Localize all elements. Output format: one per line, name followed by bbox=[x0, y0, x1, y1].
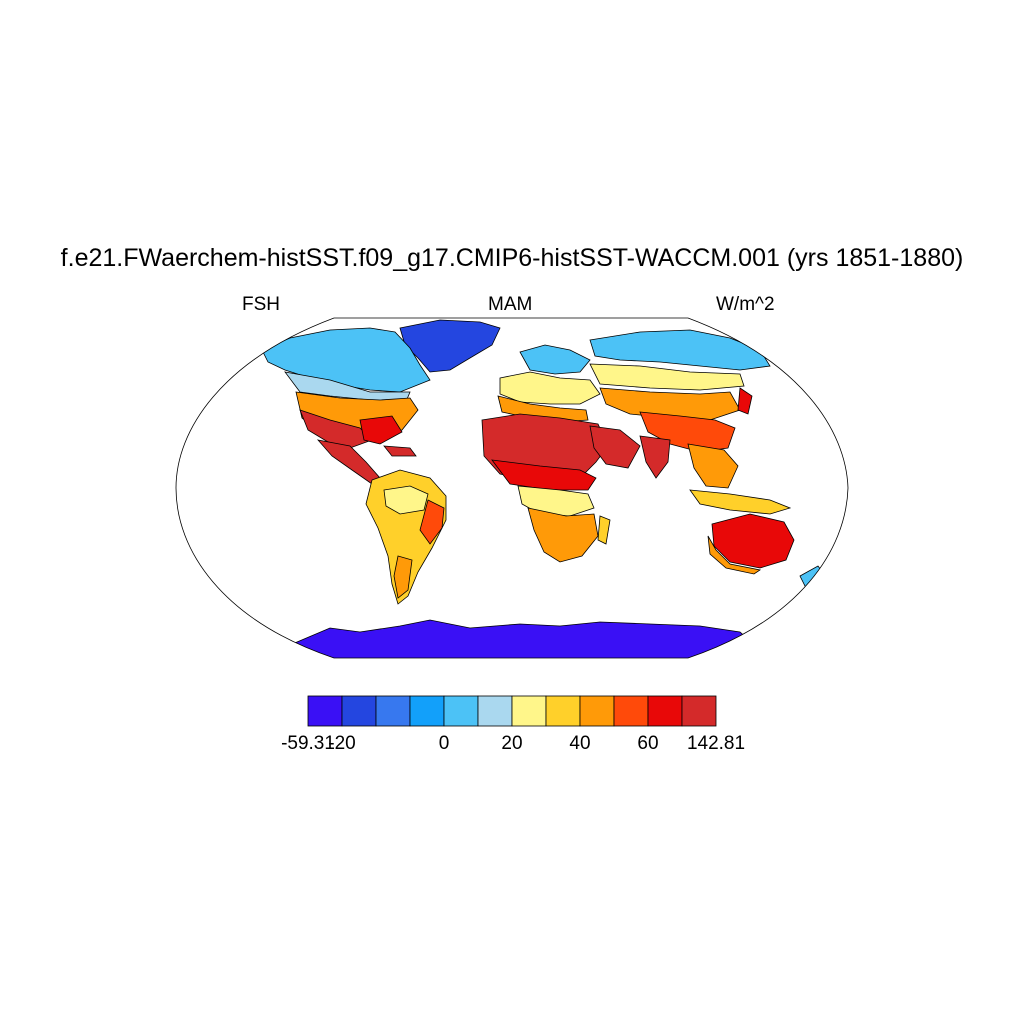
usa-southeast bbox=[359, 415, 403, 445]
madagascar bbox=[597, 515, 611, 545]
colorbar-tick-label: -20 bbox=[328, 733, 356, 754]
plot-title: f.e21.FWaerchem-histSST.f09_g17.CMIP6-hi… bbox=[60, 244, 964, 272]
southeast-asia bbox=[687, 443, 739, 489]
tibet-china bbox=[639, 411, 736, 453]
colorbar-tick-label: 142.81 bbox=[686, 733, 746, 754]
central-asia bbox=[599, 387, 741, 421]
colorbar-swatch bbox=[511, 695, 547, 727]
colorbar-swatch bbox=[647, 695, 683, 727]
colorbar-swatch bbox=[307, 695, 343, 727]
central-america bbox=[316, 439, 381, 485]
asia-mid bbox=[589, 363, 745, 391]
australia bbox=[711, 513, 795, 569]
europe bbox=[499, 371, 601, 405]
siberia bbox=[589, 329, 771, 371]
colorbar-tick-label: 0 bbox=[438, 733, 450, 754]
sahel bbox=[491, 459, 597, 491]
colorbar-swatch bbox=[477, 695, 513, 727]
patagonia bbox=[393, 555, 413, 599]
colorbar-swatch bbox=[375, 695, 411, 727]
colorbar-swatch bbox=[341, 695, 377, 727]
colorbar bbox=[307, 695, 717, 727]
caribbean bbox=[383, 445, 417, 457]
india bbox=[639, 435, 671, 479]
season-label: MAM bbox=[488, 294, 533, 315]
indonesia bbox=[689, 489, 792, 515]
japan bbox=[737, 387, 753, 415]
colorbar-swatch bbox=[613, 695, 649, 727]
africa-central bbox=[517, 485, 595, 517]
colorbar-swatch bbox=[545, 695, 581, 727]
new-zealand bbox=[799, 565, 825, 589]
units-label: W/m^2 bbox=[716, 294, 775, 315]
colorbar-tick-label: 40 bbox=[569, 733, 591, 754]
brazil-east bbox=[419, 499, 445, 545]
colorbar-tick-label: -59.31 bbox=[281, 733, 335, 754]
land-fields bbox=[261, 319, 825, 658]
usa-southwest bbox=[299, 409, 373, 449]
colorbar-swatch bbox=[443, 695, 479, 727]
colorbar-swatch bbox=[579, 695, 615, 727]
colorbar-tick-label: 20 bbox=[501, 733, 523, 754]
europe-north bbox=[519, 344, 591, 375]
colorbar-swatch bbox=[681, 695, 717, 727]
colorbar-swatch bbox=[409, 695, 445, 727]
africa-south bbox=[527, 507, 599, 563]
variable-label: FSH bbox=[242, 294, 280, 315]
australia-edge bbox=[707, 535, 762, 575]
colorbar-tick-label: 60 bbox=[637, 733, 659, 754]
arabia bbox=[589, 425, 641, 469]
amazon-light bbox=[383, 485, 429, 515]
map-outline bbox=[175, 317, 849, 659]
